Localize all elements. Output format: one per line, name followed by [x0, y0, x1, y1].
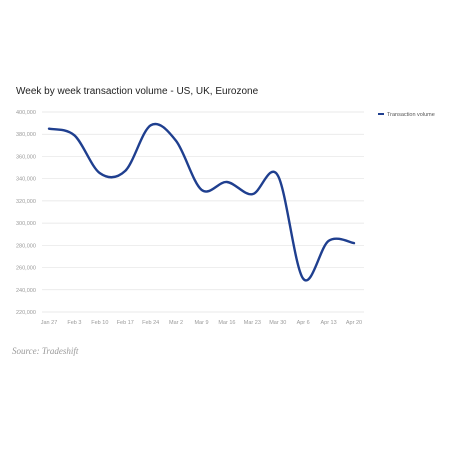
source-note: Source: Tradeshift	[12, 346, 79, 356]
y-tick-label: 320,000	[16, 199, 36, 205]
x-tick-label: Feb 3	[67, 320, 81, 326]
x-tick-label: Feb 17	[117, 320, 134, 326]
y-tick-label: 280,000	[16, 243, 36, 249]
x-tick-label: Mar 9	[194, 320, 208, 326]
legend: Transaction volume	[378, 112, 435, 118]
y-tick-label: 300,000	[16, 221, 36, 227]
y-tick-label: 380,000	[16, 132, 36, 138]
y-tick-label: 260,000	[16, 266, 36, 272]
x-tick-label: Mar 2	[169, 320, 183, 326]
x-tick-label: Jan 27	[41, 320, 58, 326]
chart-title: Week by week transaction volume - US, UK…	[16, 86, 259, 97]
y-tick-label: 400,000	[16, 110, 36, 116]
y-tick-label: 360,000	[16, 154, 36, 160]
x-axis-ticks: Jan 27 Feb 3 Feb 10 Feb 17 Feb 24 Mar 2 Mar 9 M…	[41, 320, 362, 326]
gridlines	[42, 111, 364, 313]
x-tick-label: Apr 13	[320, 320, 336, 326]
legend-label-transaction-volume: Transaction volume	[387, 112, 435, 118]
x-tick-label: Apr 6	[297, 320, 310, 326]
series-group	[47, 122, 356, 282]
y-tick-label: 340,000	[16, 177, 36, 183]
x-tick-label: Feb 24	[142, 320, 159, 326]
x-tick-label: Mar 23	[244, 320, 261, 326]
y-tick-label: 240,000	[16, 288, 36, 294]
x-tick-label: Feb 10	[91, 320, 108, 326]
y-axis-ticks: 220,000 240,000 260,000 280,000 300,000 320,0…	[16, 110, 36, 316]
series-line-transaction-volume	[47, 122, 356, 282]
x-tick-label: Mar 16	[218, 320, 235, 326]
x-tick-label: Mar 30	[269, 320, 286, 326]
x-tick-label: Apr 20	[346, 320, 362, 326]
y-tick-label: 220,000	[16, 310, 36, 316]
